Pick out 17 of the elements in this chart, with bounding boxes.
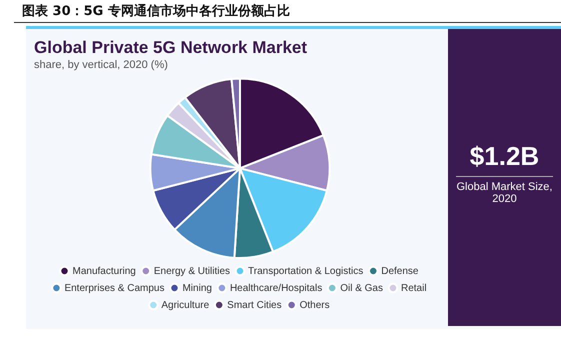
legend-label: Retail <box>400 282 427 294</box>
legend-label: Oil & Gas <box>340 282 383 294</box>
legend-label: Energy & Utilities <box>154 266 230 277</box>
chart-title: Global Private 5G Network Market <box>34 38 308 57</box>
legend-label: Others <box>300 300 330 311</box>
legend-label: Transportation & Logistics <box>248 266 364 277</box>
legend-label: Enterprises & Campus <box>64 282 164 294</box>
chart-subtitle: share, by vertical, 2020 (%) <box>34 59 168 72</box>
legend-label: Smart Cities <box>227 300 282 311</box>
text: Global Market Size, 2020 <box>456 181 554 205</box>
legend-label: Agriculture <box>161 300 210 311</box>
text: 图表 30：5G 专网通信市场中各行业份额占比 <box>22 2 290 20</box>
legend-label: Manufacturing <box>72 266 136 277</box>
text: $1.2B <box>468 141 540 172</box>
legend-label: Healthcare/Hospitals <box>230 282 322 294</box>
legend-label: Mining <box>182 282 212 294</box>
legend-label: Defense <box>381 266 419 277</box>
